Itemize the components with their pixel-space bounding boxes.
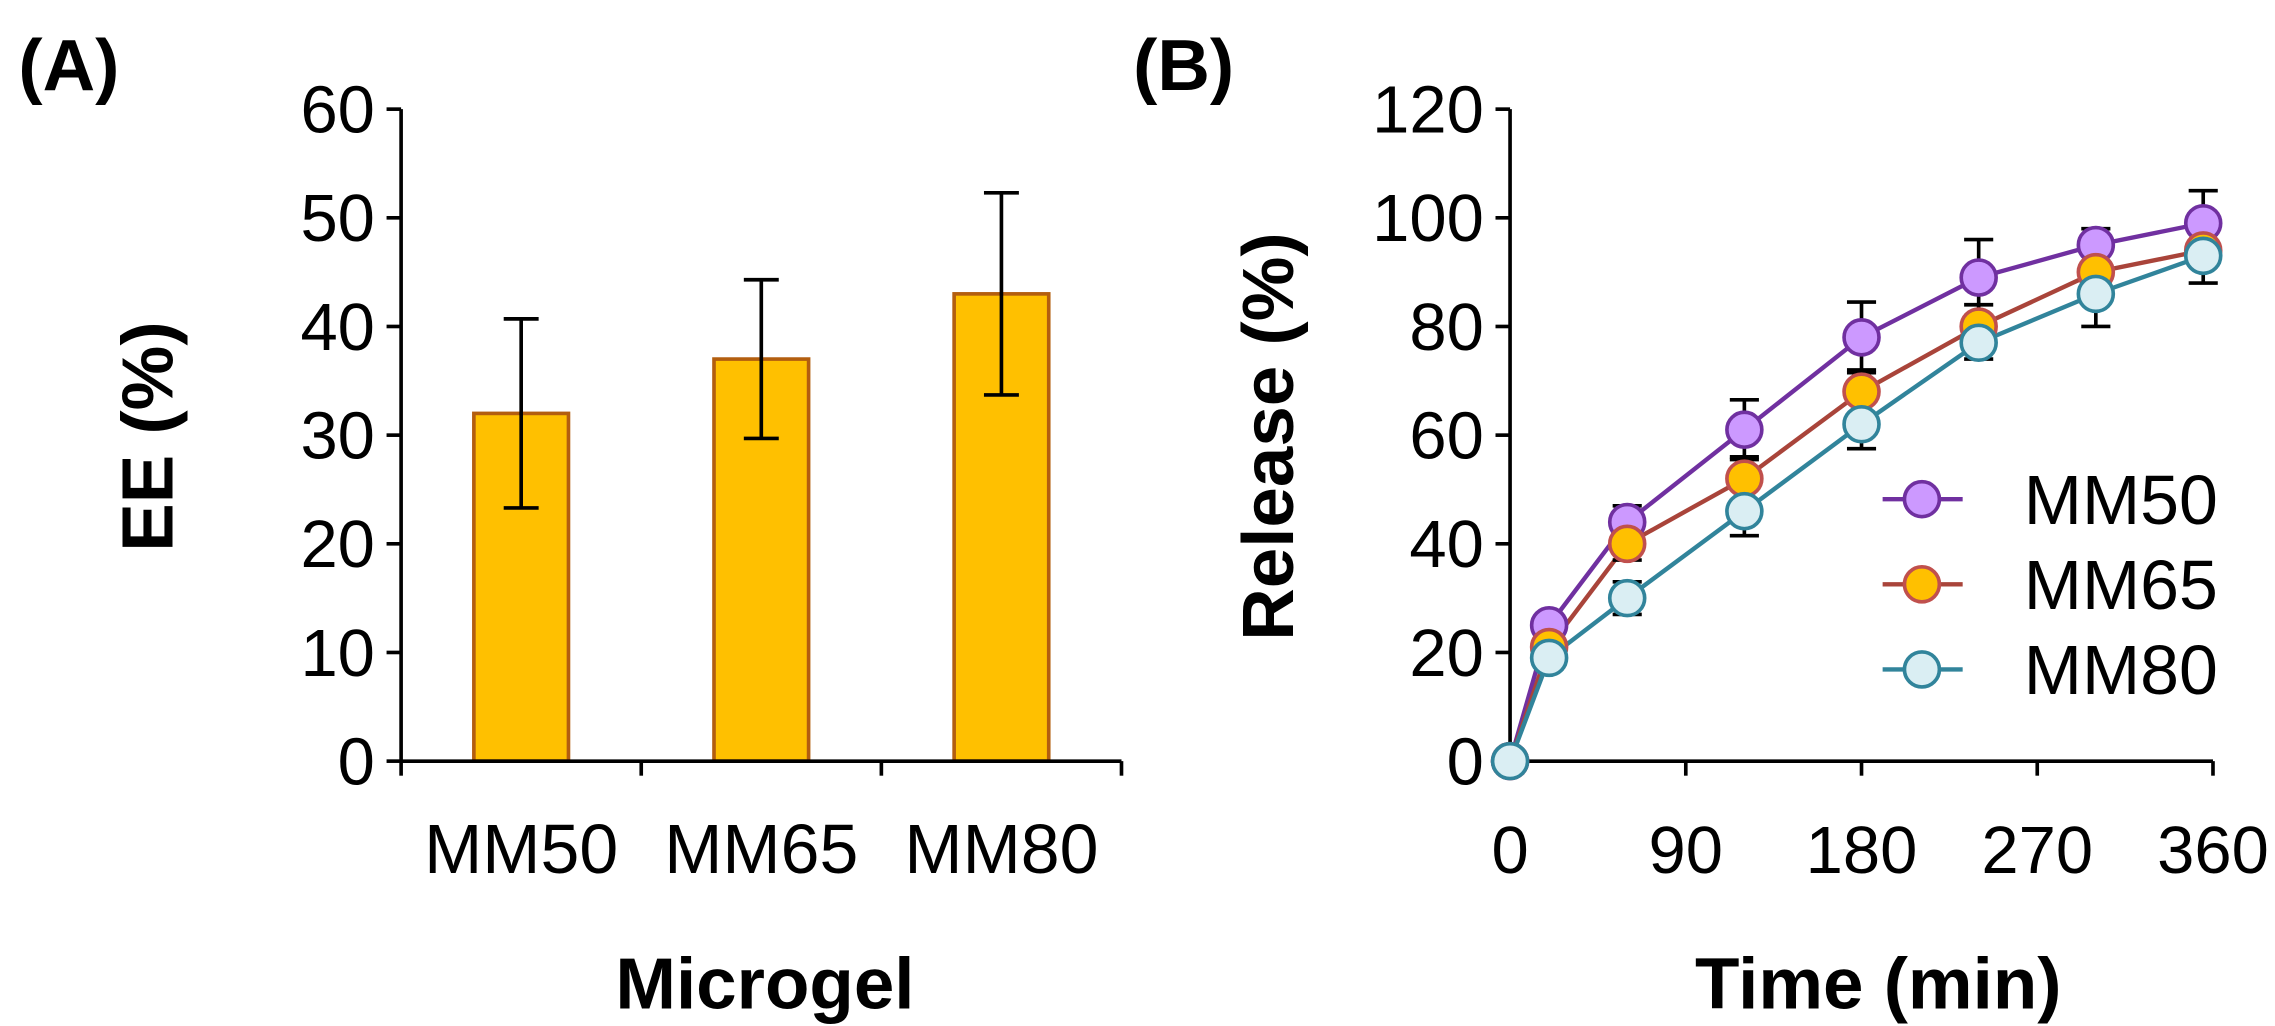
panel-b-x-tick-label: 0 [1491, 813, 1528, 888]
data-point-mm80 [1959, 323, 1998, 363]
panel-b-y-tick-label: 100 [1372, 181, 1484, 256]
series-line-mm50 [1507, 221, 2204, 762]
panel-a-y-tick-label: 60 [300, 72, 374, 147]
data-point-mm65 [1607, 524, 1647, 564]
panel-a: (A) EE (%) Microgel MM50 MM65 MM80 0 10 20 30 4… [18, 25, 1124, 1025]
panel-b-plot-area: 0 20 40 60 80 100 120 0 90 180 270 360 [1372, 72, 2269, 888]
panel-a-y-axis-title: EE (%) [108, 321, 189, 551]
panel-b-y-axis-title: Release (%) [1228, 232, 1309, 640]
panel-b-y-tick-label: 40 [1409, 507, 1483, 582]
data-point-mm80 [1725, 491, 1764, 531]
data-point-mm80 [1607, 578, 1647, 618]
panel-b-x-tick-label: 360 [2157, 813, 2269, 888]
panel-b-x-tick-label: 180 [1806, 813, 1918, 888]
legend-label-mm65: MM65 [2024, 546, 2218, 624]
panel-a-label: (A) [18, 25, 119, 106]
panel-b-y-tick-label: 120 [1372, 72, 1484, 147]
data-point-mm65 [1842, 372, 1881, 411]
panel-b-y-tick-label: 60 [1409, 398, 1483, 473]
data-point-mm50 [1959, 258, 1998, 297]
panel-b-x-tick-label: 90 [1649, 813, 1723, 888]
panel-a-y-tick-label: 40 [300, 290, 374, 365]
legend-label-mm80: MM80 [2024, 631, 2218, 709]
panel-b: (B) Release (%) Time (min) 0 20 40 60 80 100 1… [1133, 25, 2269, 1024]
panel-b-y-tick-label: 0 [1447, 724, 1484, 799]
category-label-mm65: MM65 [664, 810, 858, 888]
panel-a-y-tick-label: 50 [300, 181, 374, 256]
data-point-mm80 [1842, 404, 1881, 444]
legend-marker-mm65 [1902, 565, 1942, 604]
panel-b-label: (B) [1133, 25, 1234, 106]
data-point-mm80 [2076, 274, 2116, 314]
data-point-mm65 [1725, 459, 1764, 498]
category-label-mm50: MM50 [424, 810, 618, 888]
panel-a-y-tick-label: 0 [338, 724, 375, 799]
data-point-mm50 [1725, 410, 1764, 449]
data-point-mm80 [2183, 236, 2223, 276]
panel-b-x-tick-label: 270 [1981, 813, 2093, 888]
data-point-mm80 [1490, 741, 1530, 781]
panel-a-y-tick-label: 10 [300, 616, 374, 691]
panel-b-y-tick-label: 80 [1409, 290, 1483, 365]
panel-a-plot-area: MM50 MM65 MM80 0 10 20 30 40 50 60 [300, 72, 1124, 888]
panel-b-y-tick-label: 20 [1409, 616, 1483, 691]
data-point-mm50 [1842, 318, 1881, 357]
panel-a-x-axis-title: Microgel [615, 944, 914, 1025]
panel-b-x-axis-title: Time (min) [1695, 944, 2062, 1025]
legend-marker-mm80 [1902, 650, 1942, 689]
panel-a-y-tick-label: 30 [300, 398, 374, 473]
legend-marker-mm50 [1902, 479, 1942, 519]
data-point-mm80 [1529, 638, 1569, 678]
legend-label-mm50: MM50 [2024, 461, 2218, 539]
category-label-mm80: MM80 [904, 810, 1098, 888]
panel-a-y-tick-label: 20 [300, 507, 374, 582]
